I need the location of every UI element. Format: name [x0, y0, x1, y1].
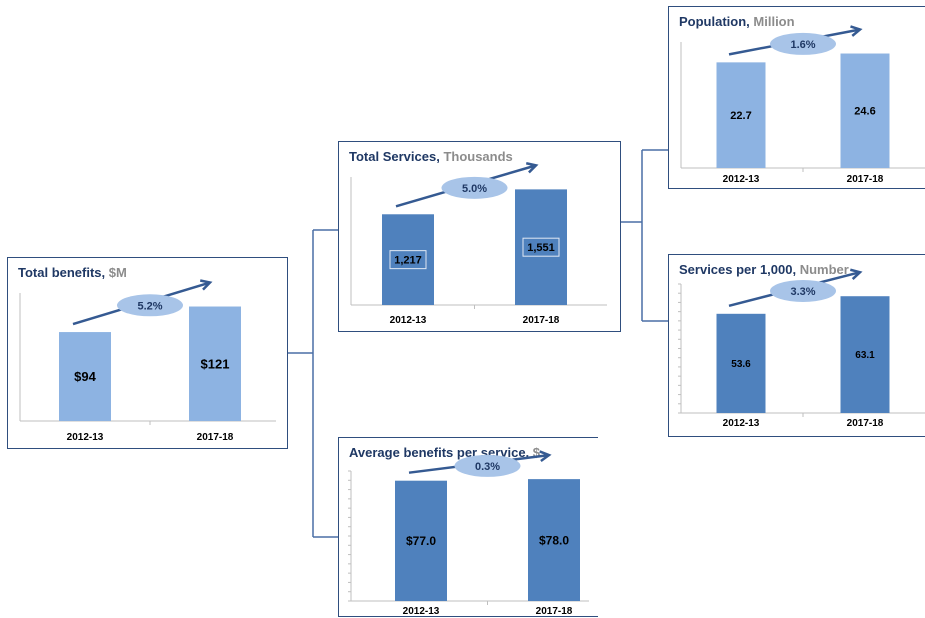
bar-value-label: $94 — [74, 369, 96, 384]
bar-value-label: 53.6 — [731, 359, 751, 370]
panel-services-per-1000: Services per 1,000, Number 53.6 2012-13 63… — [668, 254, 925, 437]
bar-value-label: 22.7 — [730, 110, 751, 122]
growth-arrowhead — [850, 25, 863, 37]
x-tick-label: 2017-18 — [197, 432, 234, 443]
growth-rate-label: 1.6% — [790, 39, 815, 51]
bar-2012-13 — [382, 214, 434, 305]
x-tick-label: 2017-18 — [536, 606, 573, 617]
growth-rate-label: 5.2% — [137, 300, 162, 312]
x-tick-label: 2012-13 — [67, 432, 104, 443]
title-unit: $M — [108, 265, 127, 280]
x-tick-label: 2012-13 — [390, 315, 427, 326]
x-tick-label: 2017-18 — [847, 418, 884, 429]
growth-arrowhead — [850, 268, 863, 280]
panel-average-benefits: Average benefits per service, $ $77.0 201… — [338, 437, 598, 617]
title-unit: Million — [753, 14, 795, 29]
panel-title: Total benefits, $M — [18, 265, 127, 280]
panel-total-services: Total Services, Thousands 1,217 2012-13 1,… — [338, 141, 621, 332]
bar-2017-18 — [528, 479, 580, 601]
x-tick-label: 2012-13 — [403, 606, 440, 617]
growth-ellipse — [770, 32, 836, 55]
bar-value-label: 1,551 — [527, 242, 555, 254]
title-unit: Number — [799, 262, 849, 277]
growth-rate-label: 5.0% — [462, 183, 487, 195]
chart-total-benefits: $94 2012-13 $121 2017-18 5.2% — [19, 279, 276, 443]
growth-ellipse — [117, 294, 183, 317]
title-main: Services per 1,000, — [679, 262, 797, 277]
growth-ellipse — [454, 454, 521, 477]
x-tick-label: 2017-18 — [847, 174, 884, 185]
bar-2017-18 — [189, 306, 241, 421]
bar-value-label: $78.0 — [539, 533, 569, 547]
x-tick-label: 2017-18 — [523, 315, 560, 326]
chart-services-per-1000: 53.6 2012-13 63.1 2017-18 3.3% — [678, 268, 925, 429]
title-main: Total benefits, — [18, 265, 106, 280]
x-tick-label: 2012-13 — [723, 174, 760, 185]
panel-title: Total Services, Thousands — [349, 149, 513, 164]
growth-ellipse — [770, 280, 836, 303]
bar-2012-13 — [59, 332, 111, 421]
title-unit: Thousands — [443, 149, 513, 164]
growth-rate-label: 3.3% — [790, 286, 815, 298]
bar-label-box — [522, 237, 560, 257]
growth-arrowhead — [539, 450, 552, 462]
panel-title: Population, Million — [679, 14, 795, 29]
bar-value-label: 63.1 — [855, 350, 875, 361]
title-main: Population, — [679, 14, 750, 29]
bar-value-label: $77.0 — [406, 534, 436, 548]
chart-total-services: 1,217 2012-13 1,551 2017-18 5.0% — [350, 162, 607, 326]
chart-average-benefits: $77.0 2012-13 $78.0 2017-18 0.3% — [348, 450, 589, 617]
bar-value-label: 1,217 — [394, 255, 422, 267]
growth-rate-label: 0.3% — [475, 461, 500, 473]
bar-value-label: $121 — [201, 356, 230, 371]
title-unit: $ — [532, 445, 541, 460]
bar-2017-18 — [840, 296, 890, 413]
bar-2012-13 — [716, 62, 766, 168]
bar-2017-18 — [515, 189, 567, 305]
bar-2012-13 — [716, 313, 766, 413]
chart-population: 22.7 2012-13 24.6 2017-18 1.6% — [680, 25, 925, 185]
growth-arrowhead — [199, 279, 213, 291]
bar-2012-13 — [395, 480, 447, 601]
panel-total-benefits: Total benefits, $M $94 2012-13 $121 2017-18… — [7, 257, 288, 449]
title-main: Total Services, — [349, 149, 440, 164]
panel-title: Services per 1,000, Number — [679, 262, 849, 277]
growth-arrowhead — [525, 162, 539, 174]
growth-ellipse — [441, 176, 508, 199]
panel-population: Population, Million 22.7 2012-13 24.6 2017-… — [668, 6, 925, 189]
bar-label-box — [389, 250, 427, 270]
bar-value-label: 24.6 — [854, 106, 875, 118]
x-tick-label: 2012-13 — [723, 418, 760, 429]
bar-2017-18 — [840, 53, 890, 169]
